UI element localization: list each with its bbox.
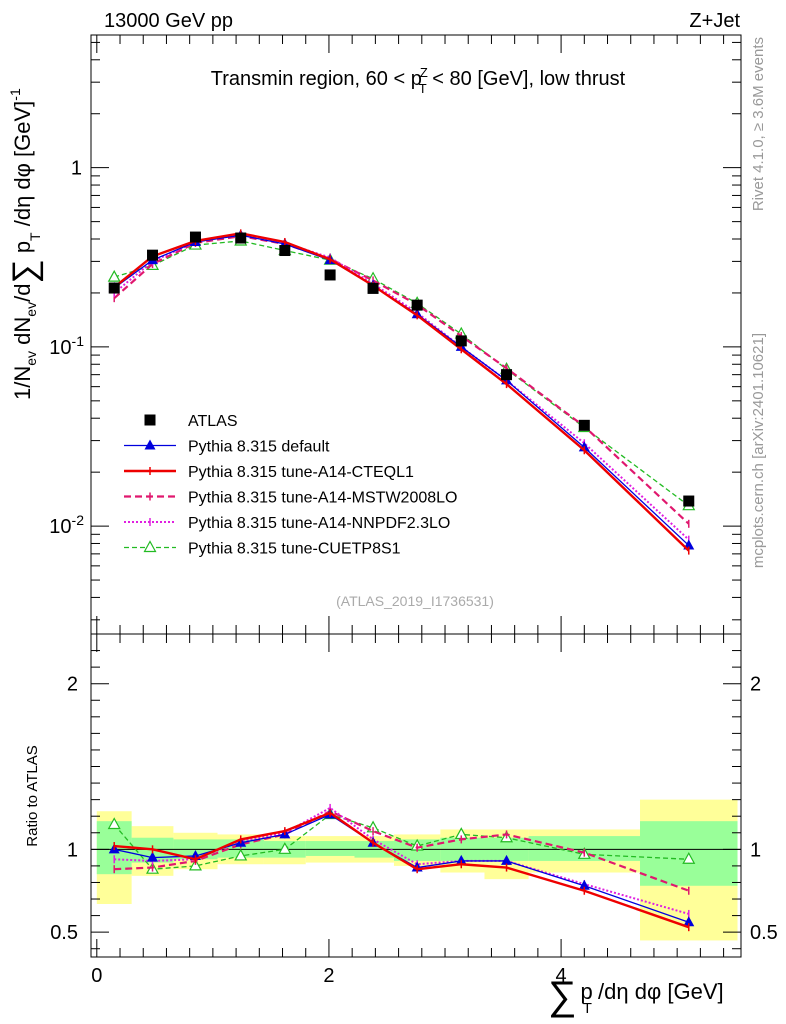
marker-default [147, 851, 159, 862]
marker-default [455, 854, 467, 865]
ratio-y-tick-label-right: 1 [750, 839, 761, 861]
ratio-x-tick-label: 2 [323, 965, 334, 987]
main-axis-ticks: 1 10-1 10-2 [49, 35, 741, 634]
collision-energy-label: 13000 GeV pp [104, 10, 233, 32]
marker-cuetp8s1 [682, 852, 696, 864]
marker-default [144, 439, 156, 450]
watermark-analysis-id: (ATLAS_2019_I1736531) [336, 593, 494, 609]
data-point-atlas [501, 369, 513, 381]
marker-cuetp8s1 [234, 848, 248, 861]
marker-cuetp8s1 [107, 269, 121, 282]
ratio-x-tick-label: 4 [556, 965, 567, 987]
ratio-y-tick-label-right: 0.5 [750, 922, 778, 944]
process-label: Z+Jet [689, 10, 740, 32]
main-y-tick-label: 10-2 [49, 512, 84, 538]
marker-cuetp8s1 [278, 842, 292, 854]
ratio-y-tick-label: 2 [67, 674, 78, 696]
line-cteql1 [113, 232, 690, 552]
marker-default [683, 916, 695, 927]
ratio-y-tick-label: 1 [67, 839, 78, 861]
legend: ATLAS Pythia 8.315 default Pythia 8.315 tu… [124, 413, 457, 558]
main-y-tick-label: 10-1 [49, 333, 84, 359]
marker-cuetp8s1 [143, 540, 157, 553]
data-point-atlas [324, 269, 336, 281]
ratio-line-cteql1 [114, 811, 690, 929]
line-mstw [113, 235, 690, 525]
data-point-atlas [235, 232, 247, 244]
legend-label-cuetp: Pythia 8.315 tune-CUETP8S1 [188, 541, 401, 558]
data-point-atlas [578, 419, 590, 431]
legend-label-nnpdf: Pythia 8.315 tune-A14-NNPDF2.3LO [188, 515, 450, 532]
ratio-y-axis-label: Ratio to ATLAS [24, 745, 41, 846]
data-point-atlas [683, 495, 695, 507]
data-point-atlas [144, 414, 156, 426]
data-point-atlas [147, 249, 159, 261]
data-point-atlas [189, 231, 201, 243]
ratio-x-tick-label: 0 [91, 965, 102, 987]
legend-label-default: Pythia 8.315 default [188, 439, 330, 456]
ratio-band-inner [305, 841, 355, 856]
ratio-axis-ticks: 0.5 0.5 1 1 2 2 0 2 4 [50, 634, 778, 987]
data-point-atlas [279, 245, 291, 257]
main-y-axis-label: 1/Nev dNev/d∑ pT /dη dφ [GeV]-1 [6, 88, 44, 400]
series-mstw [113, 232, 690, 528]
mcplots-label: mcplots.cern.ch [arXiv:2401.10621] [750, 333, 767, 568]
marker-default [501, 854, 513, 865]
main-title: Transmin region, 60 < pZ T < 80 [GeV], lo… [211, 65, 626, 96]
data-point-atlas [108, 282, 120, 294]
ratio-y-tick-label-right: 2 [750, 674, 761, 696]
ratio-y-tick-label: 0.5 [50, 922, 78, 944]
x-axis-label: ∑ p T /dη dφ [GeV] [548, 974, 724, 1018]
data-point-atlas [367, 282, 379, 294]
ratio-line-mstw [114, 810, 690, 892]
ratio-plot-frame [90, 633, 742, 958]
legend-label-mstw: Pythia 8.315 tune-A14-MSTW2008LO [188, 490, 457, 507]
data-point-atlas [411, 299, 423, 311]
marker-cuetp8s1 [107, 817, 121, 830]
main-y-tick-label: 1 [71, 158, 82, 180]
ratio-line-cuetp [113, 813, 689, 870]
data-point-atlas [455, 335, 467, 347]
legend-label-cteql1: Pythia 8.315 tune-A14-CTEQL1 [188, 464, 414, 481]
rivet-version-label: Rivet 4.1.0, ≥ 3.6M events [750, 37, 767, 211]
marker-default [578, 879, 590, 890]
ratio-series-cteql1 [113, 808, 690, 932]
series-atlas [108, 231, 695, 507]
legend-label-atlas: ATLAS [188, 413, 238, 430]
